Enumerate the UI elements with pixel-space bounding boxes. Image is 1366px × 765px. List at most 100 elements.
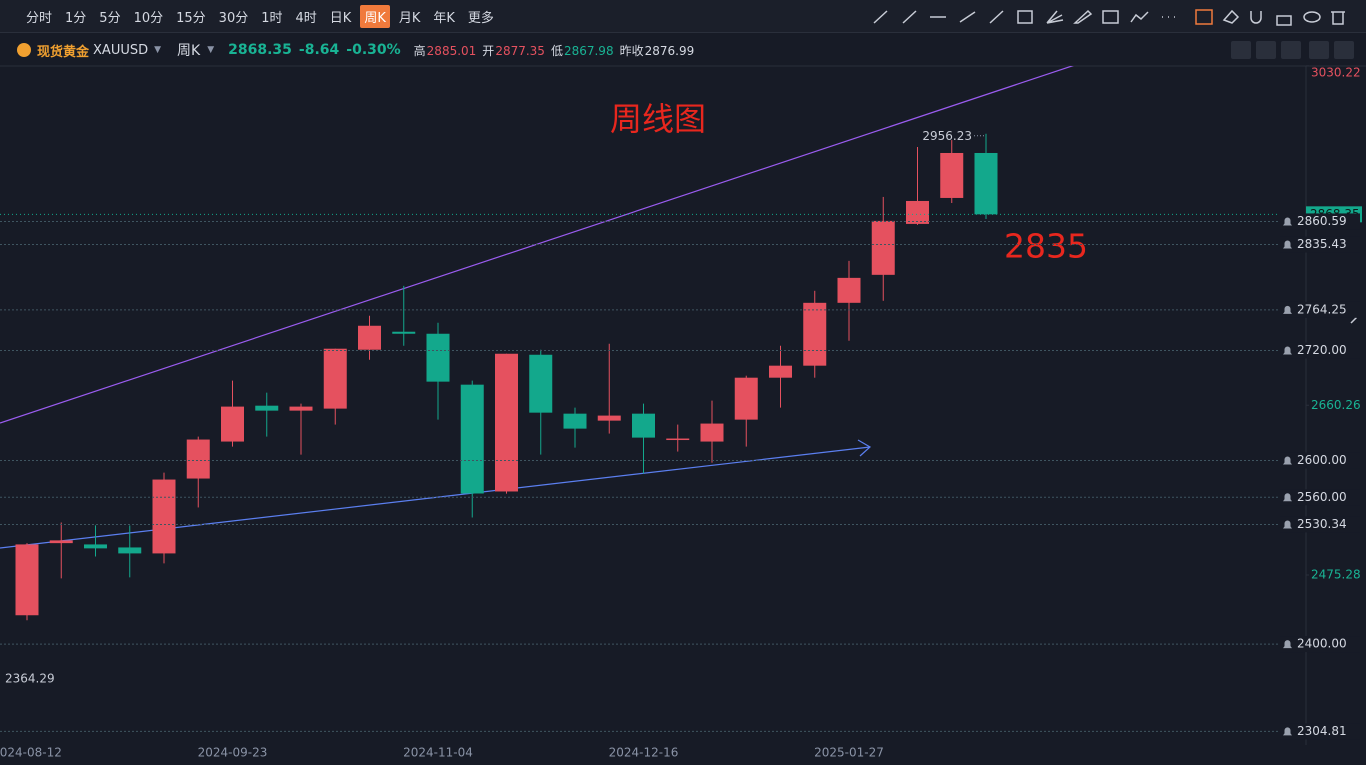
alert-label: 2720.00 [1297,343,1347,357]
alert-label-bg [1280,723,1360,740]
quote-label: 高 [413,43,426,58]
candle-body [426,333,450,382]
button [1334,41,1354,59]
y-tick-label: 2475.28 [1311,567,1361,581]
x-tick-label: 2024-09-23 [198,746,268,760]
bell-icon [1283,240,1292,249]
quote-value: 2867.98 [563,43,614,58]
candle-body [255,405,279,411]
candle-body [495,353,518,492]
candle-body [221,406,244,442]
candle-body [906,200,929,224]
period-button[interactable]: 4时 [295,10,317,26]
quote-label: 昨收 [619,43,644,58]
info-bar: 现货黄金 XAUUSD ▼ 周K ▼ 2868.35 -8.64 -0.30% … [0,34,694,66]
quote-value: 2885.01 [426,43,477,58]
annotation: 2835 [1004,227,1088,266]
change: -8.64 [298,42,340,58]
high-marker: 2956.23 [922,129,972,143]
bell-icon [1283,727,1292,736]
bell-icon [1283,346,1292,355]
bell-icon [1283,305,1292,314]
period-button[interactable]: 30分 [218,10,249,26]
trend-lines [0,66,1074,549]
quote-value: 2877.35 [495,43,545,58]
icon [959,11,976,23]
period-button[interactable]: 15分 [176,10,206,26]
candle-body [15,544,39,616]
candle-body [289,406,313,411]
period-button[interactable]: 年K [433,10,455,26]
quote-value: 2876.99 [644,43,695,58]
symbol-code: XAUUSD [93,42,149,58]
candle-body [392,331,416,334]
period-button[interactable]: 1时 [261,10,283,26]
alert-label-bg [1280,301,1360,318]
candle-body [529,354,553,413]
candle-body [769,365,792,378]
symbol-name: 现货黄金 [37,44,90,60]
bell-icon [1283,640,1292,649]
candle-body [358,325,381,350]
candle-body [803,302,827,366]
candle-body [84,544,107,549]
bell-icon [1283,493,1292,502]
alert-label: 2530.34 [1297,517,1347,531]
candle-body [460,384,484,494]
candle-body [974,152,998,215]
quote-label: 低 [550,43,563,58]
toolbar-icons [873,9,1358,324]
button [1256,41,1276,59]
period-button[interactable]: 10分 [133,10,164,26]
symbol-icon [17,43,31,57]
quote-items: 高2885.01 开2877.35 低2867.98 昨收2876.99 [408,42,695,59]
caret: ▼ [154,45,162,55]
candle-body [837,277,861,303]
x-tick-label: 2024-08-12 [0,746,62,760]
alert-label-bg [1280,452,1360,469]
icon [1130,11,1149,23]
alert-label: 2860.59 [1297,214,1347,228]
period-button[interactable]: 周K [360,4,390,28]
period-button[interactable]: 1分 [65,10,87,26]
price: 2868.35 [228,42,292,58]
period-button[interactable]: 更多 [467,10,494,26]
icon [1195,9,1213,25]
alert-label: 2764.25 [1297,302,1347,316]
quote-label: 开 [482,43,495,58]
candle-body [563,413,587,429]
candle-body [597,415,621,421]
change-pct: -0.30% [346,42,401,58]
alert-label-bg [1280,342,1360,359]
button [1281,41,1301,59]
icon [1017,10,1033,24]
period-button[interactable]: 分时 [26,10,53,26]
icon [873,10,888,24]
y-tick-label: 2660.26 [1311,398,1361,412]
candle-body [632,413,655,438]
trend-line-lower [0,446,871,549]
icon [1222,9,1240,24]
icon [1073,9,1093,24]
alert-label: 2600.00 [1297,453,1347,467]
icon [902,10,917,24]
period-button[interactable]: 月K [398,10,421,26]
caret: ▼ [207,45,215,55]
x-tick-label: 2025-01-27 [814,746,884,760]
alert-label-bg [1280,636,1360,653]
bell-icon [1283,456,1292,465]
icon [1276,15,1292,26]
period-button[interactable]: 日K [329,10,352,26]
period: 周K [177,43,201,59]
low-marker: 2364.29 [5,672,55,686]
y-tick-label: 3030.22 [1311,66,1361,80]
period-button[interactable]: 5分 [99,10,121,26]
icon [1250,11,1262,24]
trend-line-upper [0,66,1074,424]
x-tick-label: 2024-12-16 [609,746,679,760]
annotation: 周线图 [610,100,706,138]
icon [1102,10,1119,24]
